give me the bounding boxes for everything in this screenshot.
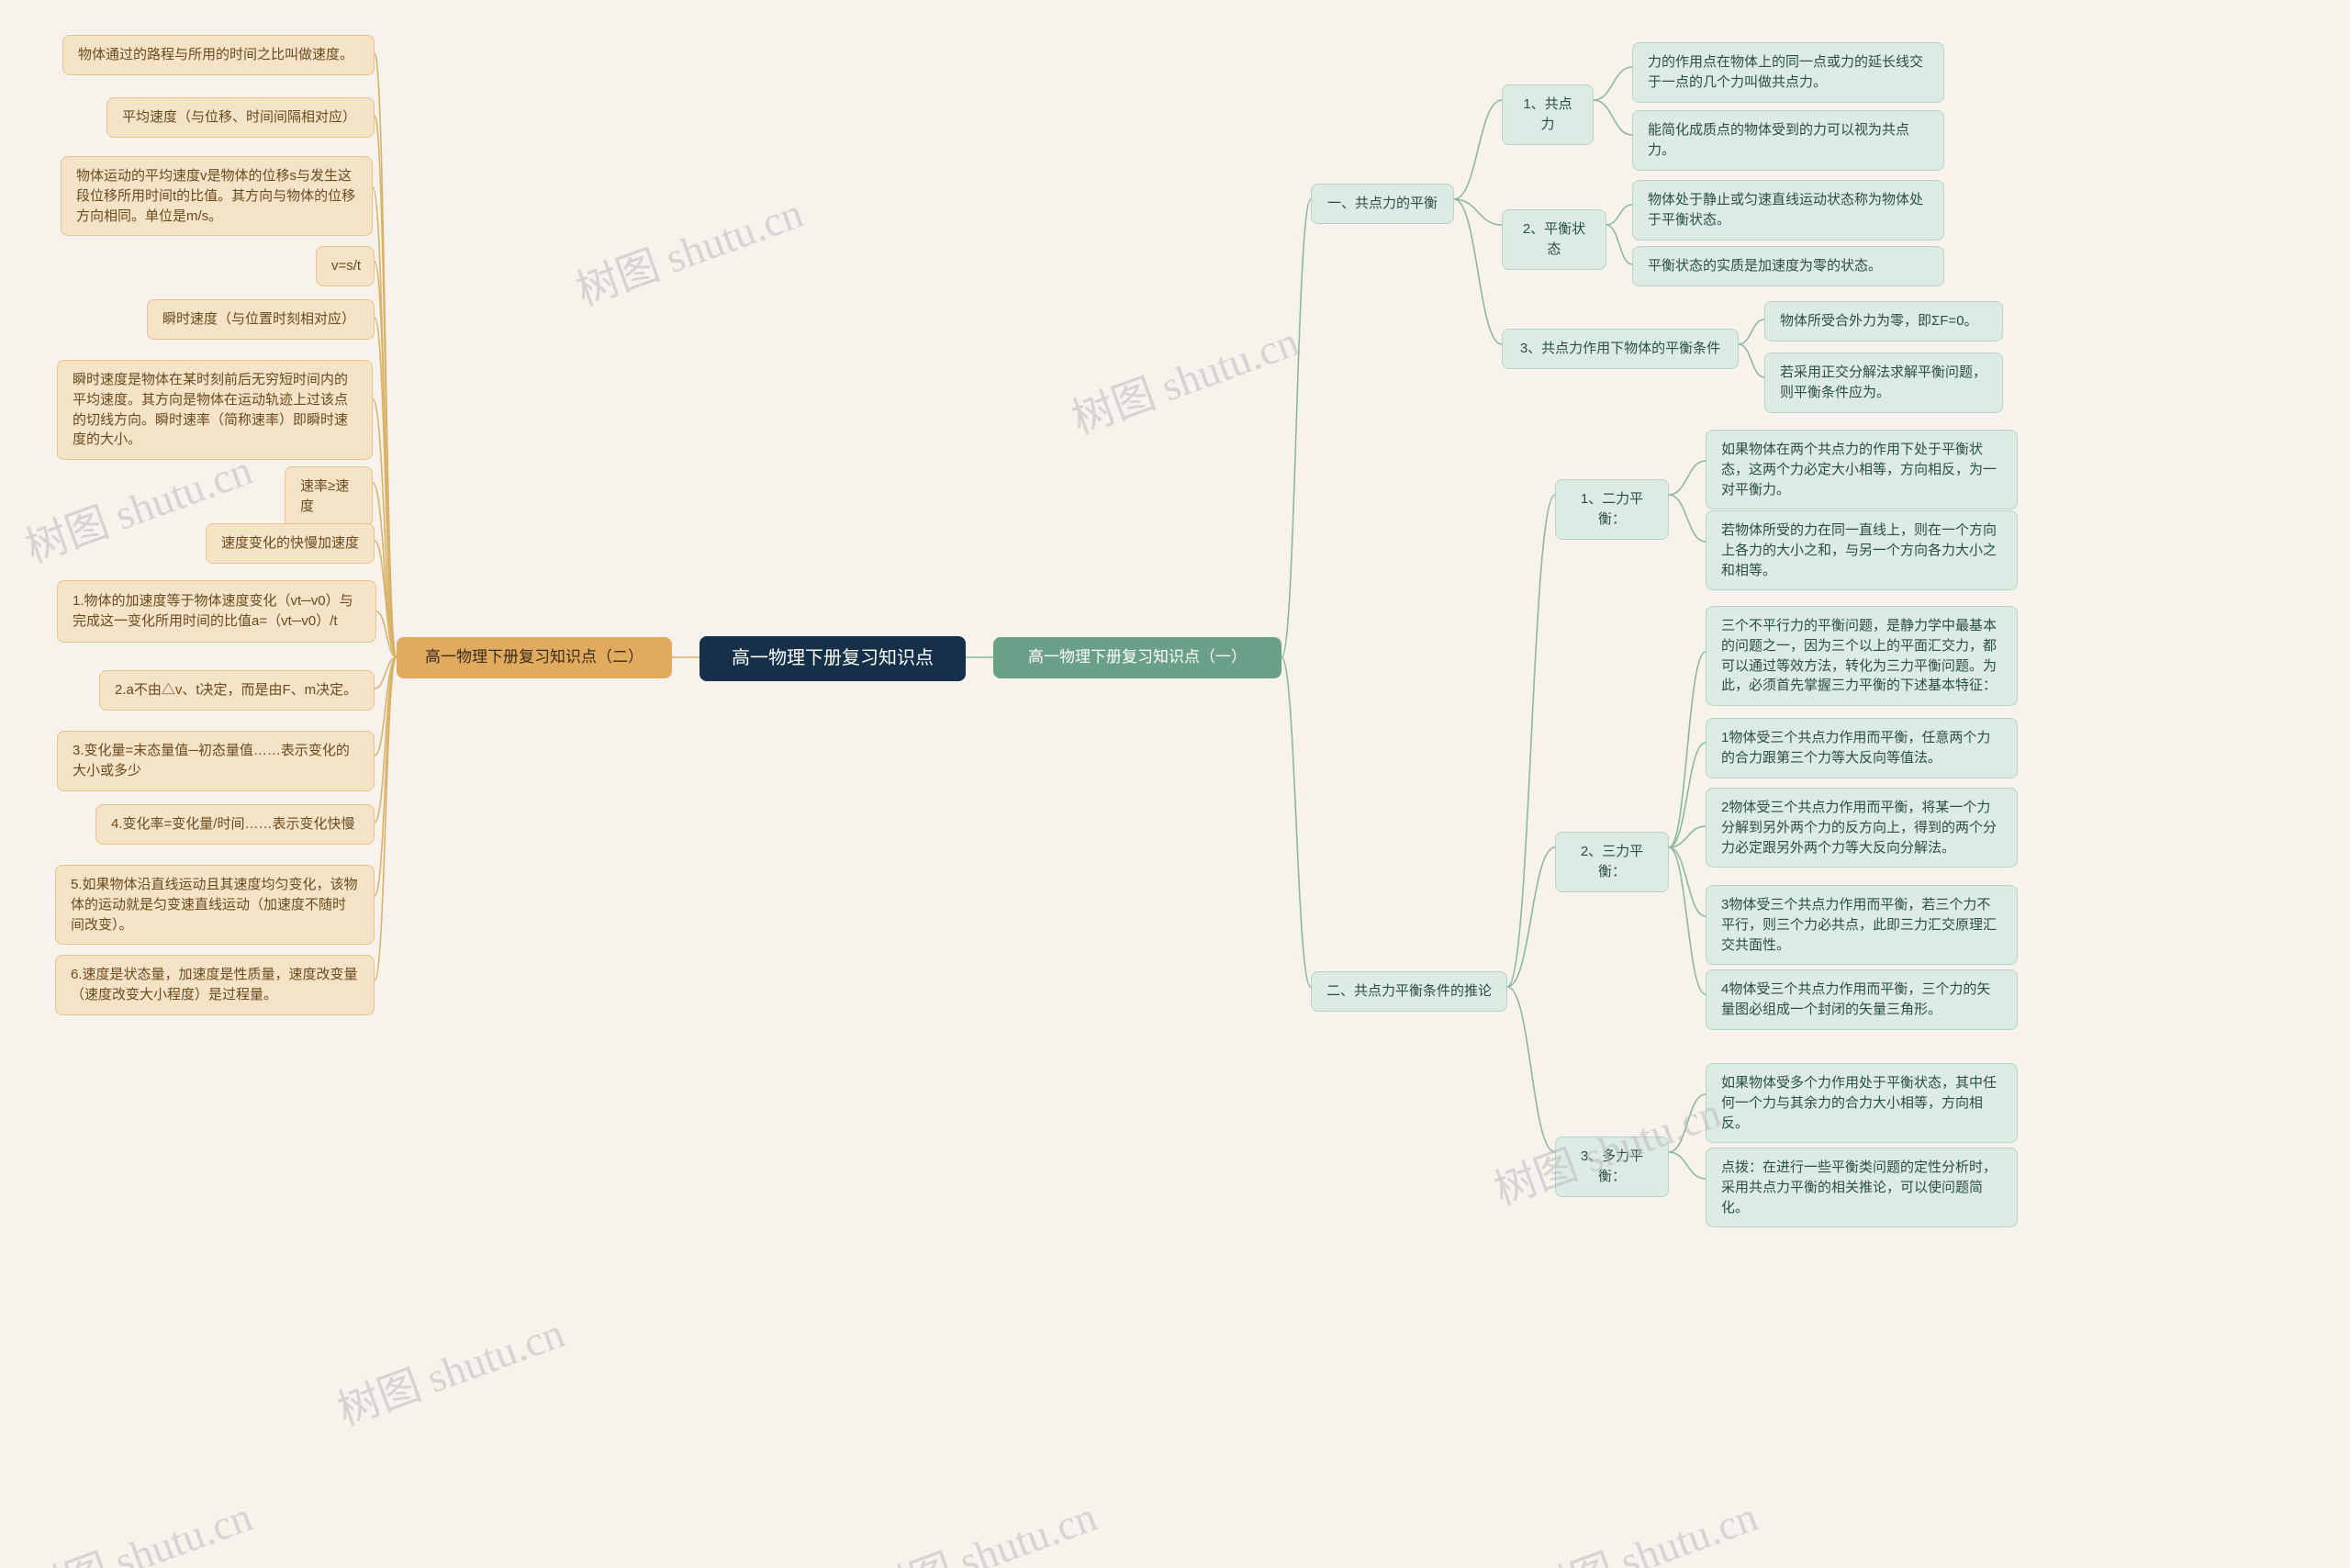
right-leaf[interactable]: 1物体受三个共点力作用而平衡，任意两个力的合力跟第三个力等大反向等值法。 — [1706, 718, 2018, 778]
left-leaf[interactable]: 物体运动的平均速度v是物体的位移s与发生这段位移所用时间t的比值。其方向与物体的… — [61, 156, 373, 236]
left-leaf[interactable]: 物体通过的路程与所用的时间之比叫做速度。 — [62, 35, 375, 75]
left-leaf[interactable]: 速率≥速度 — [285, 466, 373, 527]
left-leaf[interactable]: 3.变化量=末态量值─初态量值……表示变化的大小或多少 — [57, 731, 375, 791]
left-leaf[interactable]: 1.物体的加速度等于物体速度变化（vt─v0）与完成这一变化所用时间的比值a=（… — [57, 580, 376, 643]
left-leaf[interactable]: 瞬时速度是物体在某时刻前后无穷短时间内的平均速度。其方向是物体在运动轨迹上过该点… — [57, 360, 373, 460]
left-leaf[interactable]: 速度变化的快慢加速度 — [206, 523, 375, 564]
left-leaf[interactable]: 瞬时速度（与位置时刻相对应） — [147, 299, 375, 340]
root-node[interactable]: 高一物理下册复习知识点 — [699, 636, 966, 681]
left-leaf[interactable]: 6.速度是状态量，加速度是性质量，速度改变量（速度改变大小程度）是过程量。 — [55, 955, 375, 1015]
right-leaf[interactable]: 物体所受合外力为零，即ΣF=0。 — [1764, 301, 2003, 342]
section-node[interactable]: 二、共点力平衡条件的推论 — [1311, 971, 1507, 1012]
right-leaf[interactable]: 平衡状态的实质是加速度为零的状态。 — [1632, 246, 1944, 286]
left-hub[interactable]: 高一物理下册复习知识点（二） — [397, 637, 672, 678]
sub-node[interactable]: 3、多力平衡： — [1555, 1137, 1669, 1197]
section-node[interactable]: 一、共点力的平衡 — [1311, 184, 1454, 224]
right-leaf[interactable]: 能简化成质点的物体受到的力可以视为共点力。 — [1632, 110, 1944, 171]
left-leaf[interactable]: 平均速度（与位移、时间间隔相对应） — [106, 97, 375, 138]
sub-node[interactable]: 1、二力平衡： — [1555, 479, 1669, 540]
right-leaf[interactable]: 物体处于静止或匀速直线运动状态称为物体处于平衡状态。 — [1632, 180, 1944, 241]
right-leaf[interactable]: 如果物体在两个共点力的作用下处于平衡状态，这两个力必定大小相等，方向相反，为一对… — [1706, 430, 2018, 510]
right-leaf[interactable]: 点拨：在进行一些平衡类问题的定性分析时，采用共点力平衡的相关推论，可以使问题简化… — [1706, 1148, 2018, 1227]
right-leaf[interactable]: 4物体受三个共点力作用而平衡，三个力的矢量图必组成一个封闭的矢量三角形。 — [1706, 969, 2018, 1030]
sub-node[interactable]: 3、共点力作用下物体的平衡条件 — [1502, 329, 1739, 369]
right-leaf[interactable]: 若物体所受的力在同一直线上，则在一个方向上各力的大小之和，与另一个方向各力大小之… — [1706, 510, 2018, 590]
right-leaf[interactable]: 2物体受三个共点力作用而平衡，将某一个力分解到另外两个力的反方向上，得到的两个分… — [1706, 788, 2018, 868]
right-leaf[interactable]: 力的作用点在物体上的同一点或力的延长线交于一点的几个力叫做共点力。 — [1632, 42, 1944, 103]
sub-node[interactable]: 2、平衡状态 — [1502, 209, 1606, 270]
right-leaf[interactable]: 三个不平行力的平衡问题，是静力学中最基本的问题之一，因为三个以上的平面汇交力，都… — [1706, 606, 2018, 706]
right-leaf[interactable]: 若采用正交分解法求解平衡问题，则平衡条件应为。 — [1764, 353, 2003, 413]
left-leaf[interactable]: 2.a不由△v、t决定，而是由F、m决定。 — [99, 670, 375, 711]
left-leaf[interactable]: 5.如果物体沿直线运动且其速度均匀变化，该物体的运动就是匀变速直线运动（加速度不… — [55, 865, 375, 945]
sub-node[interactable]: 2、三力平衡： — [1555, 832, 1669, 892]
right-leaf[interactable]: 3物体受三个共点力作用而平衡，若三个力不平行，则三个力必共点，此即三力汇交原理汇… — [1706, 885, 2018, 965]
right-leaf[interactable]: 如果物体受多个力作用处于平衡状态，其中任何一个力与其余力的合力大小相等，方向相反… — [1706, 1063, 2018, 1143]
left-leaf[interactable]: 4.变化率=变化量/时间……表示变化快慢 — [95, 804, 375, 845]
right-hub[interactable]: 高一物理下册复习知识点（一） — [993, 637, 1281, 678]
sub-node[interactable]: 1、共点力 — [1502, 84, 1594, 145]
left-leaf[interactable]: v=s/t — [316, 246, 375, 286]
